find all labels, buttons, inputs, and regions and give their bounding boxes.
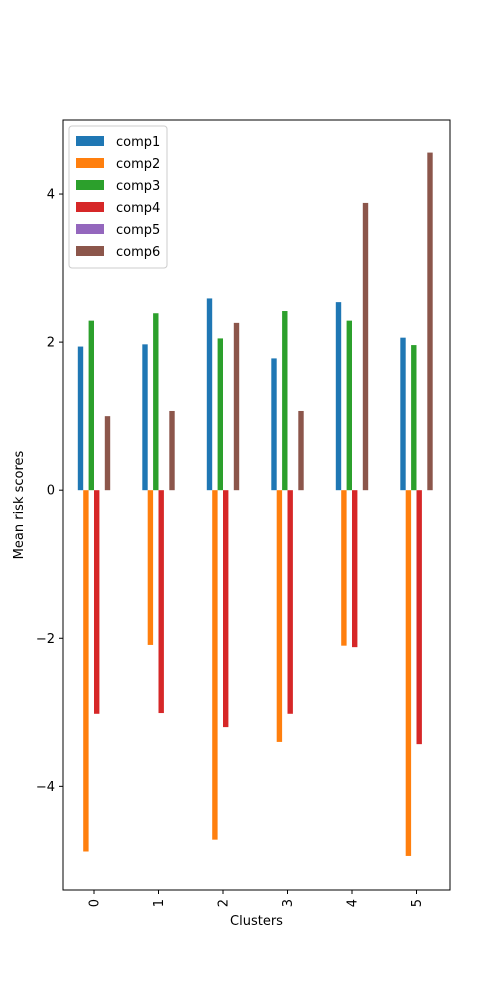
bar-comp3-cluster-0: [88, 320, 94, 491]
x-tick-label: 4: [346, 899, 361, 907]
bar-comp6-cluster-2: [233, 322, 240, 491]
bar-comp4-cluster-1: [158, 490, 164, 714]
x-tick-label: 1: [152, 899, 167, 907]
y-tick-label: 4: [47, 188, 55, 203]
bar-comp1-cluster-0: [77, 346, 84, 491]
bar-comp4-cluster-5: [416, 490, 422, 745]
y-axis-label: Mean risk scores: [12, 450, 27, 559]
bar-comp2-cluster-5: [405, 490, 412, 856]
x-tick-label: 2: [217, 899, 232, 907]
bar-comp2-cluster-1: [147, 490, 154, 645]
bar-comp1-cluster-4: [335, 302, 342, 491]
x-axis: 0 1 2 3 4 5: [88, 890, 425, 907]
bar-comp1-cluster-5: [400, 337, 406, 491]
legend: comp1 comp2 comp3 comp4 comp5 comp6: [68, 125, 168, 269]
bar-comp6-cluster-1: [169, 410, 175, 491]
y-tick-label: −4: [36, 780, 55, 795]
x-tick-label: 3: [281, 899, 296, 907]
legend-swatch-comp1: [76, 136, 104, 146]
bar-comp6-cluster-0: [104, 416, 111, 491]
x-tick-label: 0: [88, 899, 103, 907]
bar-comp6-cluster-4: [362, 202, 369, 491]
bar-comp2-cluster-3: [276, 490, 283, 742]
legend-swatch-comp6: [76, 246, 104, 256]
y-tick-label: 2: [47, 336, 55, 351]
bar-comp6-cluster-3: [298, 410, 304, 491]
bar-comp1-cluster-1: [142, 344, 148, 491]
bar-comp3-cluster-5: [411, 345, 417, 491]
bar-comp4-cluster-0: [94, 490, 100, 714]
legend-swatch-comp3: [76, 180, 104, 190]
legend-label-comp6: comp6: [116, 245, 160, 260]
bars-layer: [77, 152, 433, 856]
legend-swatch-comp4: [76, 202, 104, 212]
legend-swatch-comp5: [76, 224, 104, 234]
legend-label-comp4: comp4: [116, 201, 160, 216]
bar-comp4-cluster-4: [352, 490, 358, 648]
bar-comp1-cluster-3: [271, 358, 277, 491]
bar-comp4-cluster-3: [287, 490, 293, 714]
legend-label-comp3: comp3: [116, 179, 160, 194]
x-axis-label: Clusters: [230, 914, 283, 929]
y-tick-label: −2: [36, 632, 55, 647]
bar-comp3-cluster-1: [153, 313, 159, 491]
bar-comp2-cluster-0: [83, 490, 89, 852]
legend-label-comp5: comp5: [116, 223, 160, 238]
bar-comp3-cluster-2: [217, 338, 223, 491]
legend-label-comp1: comp1: [116, 135, 160, 150]
legend-label-comp2: comp2: [116, 157, 160, 172]
legend-swatch-comp2: [76, 158, 104, 168]
y-axis: −4 −2 0 2 4: [36, 188, 63, 795]
bar-comp1-cluster-2: [206, 298, 213, 491]
bar-comp3-cluster-4: [346, 320, 352, 491]
bar-comp6-cluster-5: [427, 152, 433, 491]
bar-comp2-cluster-4: [341, 490, 347, 646]
bar-comp3-cluster-3: [282, 311, 288, 491]
bar-comp4-cluster-2: [223, 490, 229, 728]
plot-frame: [62, 119, 451, 891]
x-tick-label: 5: [410, 899, 425, 907]
bar-comp2-cluster-2: [212, 490, 218, 840]
y-tick-label: 0: [47, 484, 55, 499]
